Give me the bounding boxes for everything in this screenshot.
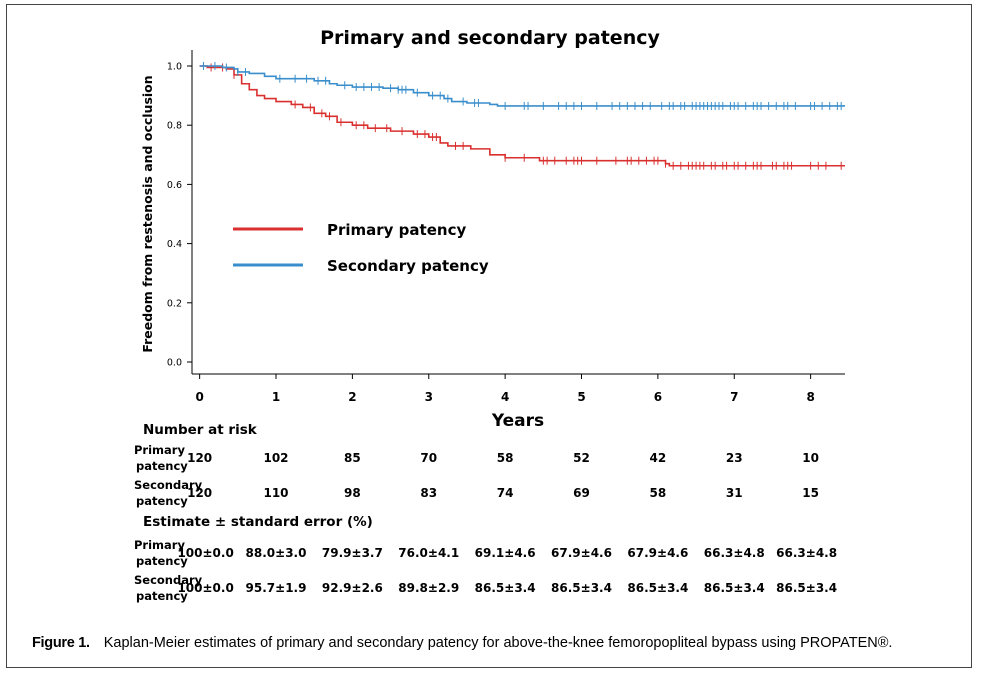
x-tick-label: 3 (425, 390, 433, 404)
estimate-cell: 100±0.0 (177, 546, 233, 560)
risk-cell: 120 (187, 486, 212, 500)
estimate-cell: 79.9±3.7 (322, 546, 383, 560)
risk-cell: 23 (726, 451, 743, 465)
legend: Primary patency Secondary patency (233, 221, 489, 275)
risk-cell: 42 (650, 451, 667, 465)
risk-row-secondary-label-2: patency (136, 494, 188, 508)
x-tick-label: 0 (195, 390, 203, 404)
legend-label-secondary: Secondary patency (327, 257, 489, 275)
estimate-cell: 66.3±4.8 (704, 546, 765, 560)
estimate-table-title: Estimate ± standard error (%) (143, 514, 373, 530)
risk-table-title: Number at risk (143, 422, 258, 438)
series-line-primary (199, 65, 845, 167)
survival-curves (199, 62, 845, 170)
x-axis-ticks: 0 1 2 3 4 5 6 7 8 (195, 374, 815, 404)
risk-cell: 102 (263, 451, 288, 465)
estimate-cell: 86.5±3.4 (627, 581, 688, 595)
risk-cell: 58 (650, 486, 667, 500)
y-tick-label: 0.4 (167, 239, 182, 250)
risk-cell: 70 (420, 451, 437, 465)
x-tick-label: 8 (806, 390, 814, 404)
estimate-row-secondary-label-1: Secondary (134, 573, 203, 587)
risk-cell: 58 (497, 451, 514, 465)
risk-cell: 98 (344, 486, 361, 500)
number-at-risk-table: Number at risk Primary patency Secondary… (134, 422, 819, 508)
risk-cell: 110 (263, 486, 288, 500)
risk-cell: 85 (344, 451, 361, 465)
risk-row-primary-label-1: Primary (134, 443, 185, 457)
y-tick-label: 0.2 (167, 298, 182, 309)
figure-frame (6, 4, 972, 668)
estimate-row-secondary-label-2: patency (136, 589, 188, 603)
estimate-cell: 88.0±3.0 (246, 546, 307, 560)
x-tick-label: 2 (348, 390, 356, 404)
estimate-row-primary-label-2: patency (136, 554, 188, 568)
risk-cell: 31 (726, 486, 743, 500)
y-tick-label: 0.6 (167, 180, 182, 191)
estimate-cell: 86.5±3.4 (776, 581, 837, 595)
risk-cell: 83 (420, 486, 437, 500)
y-axis-ticks: 0.0 0.2 0.4 0.6 0.8 1.0 (167, 62, 192, 369)
estimate-row-primary-label-1: Primary (134, 538, 185, 552)
estimate-cell: 66.3±4.8 (776, 546, 837, 560)
y-tick-label: 1.0 (167, 62, 182, 73)
chart-title: Primary and secondary patency (320, 27, 660, 49)
risk-cell: 52 (573, 451, 590, 465)
risk-cell: 74 (497, 486, 514, 500)
y-tick-label: 0.8 (167, 121, 182, 132)
estimate-cell: 67.9±4.6 (627, 546, 688, 560)
x-tick-label: 1 (272, 390, 280, 404)
x-tick-label: 6 (654, 390, 662, 404)
estimate-cell: 86.5±3.4 (475, 581, 536, 595)
caption-label: Figure 1. (32, 635, 90, 651)
estimate-table: Estimate ± standard error (%) Primary pa… (134, 514, 837, 603)
estimate-cell: 100±0.0 (177, 581, 233, 595)
x-axis-label: Years (491, 411, 544, 431)
estimate-cell: 86.5±3.4 (551, 581, 612, 595)
estimate-cell: 76.0±4.1 (398, 546, 459, 560)
estimate-cell: 89.8±2.9 (398, 581, 459, 595)
risk-cell: 15 (802, 486, 819, 500)
series-line-secondary (199, 65, 845, 107)
estimate-cell: 69.1±4.6 (475, 546, 536, 560)
x-tick-label: 4 (501, 390, 509, 404)
risk-cell: 69 (573, 486, 590, 500)
estimate-cell: 86.5±3.4 (704, 581, 765, 595)
x-tick-label: 7 (730, 390, 738, 404)
caption-text: Kaplan-Meier estimates of primary and se… (103, 635, 893, 651)
risk-cell: 10 (802, 451, 819, 465)
figure-caption: Figure 1. Kaplan-Meier estimates of prima… (32, 635, 962, 651)
x-tick-label: 5 (577, 390, 585, 404)
risk-cell: 120 (187, 451, 212, 465)
risk-row-primary-label-2: patency (136, 459, 188, 473)
estimate-cell: 92.9±2.6 (322, 581, 383, 595)
estimate-cell: 95.7±1.9 (246, 581, 307, 595)
legend-label-primary: Primary patency (327, 221, 466, 239)
estimate-cell: 67.9±4.6 (551, 546, 612, 560)
risk-row-secondary-label-1: Secondary (134, 478, 203, 492)
y-tick-label: 0.0 (167, 358, 182, 369)
y-axis-label: Freedom from restenosis and occlusion (140, 75, 155, 352)
